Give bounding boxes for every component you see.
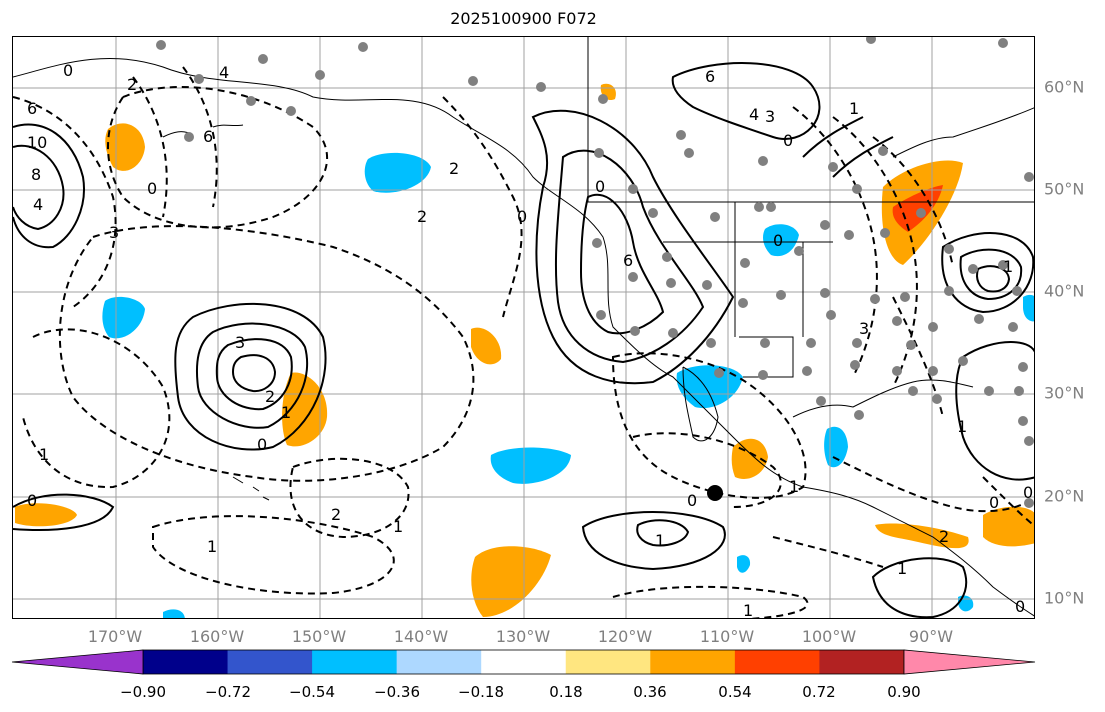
highlight-marker [707,485,723,501]
map-plot [13,37,1034,618]
lon-label: 90°W [908,627,954,646]
lon-label: 150°W [291,627,347,646]
contour-label: 1 [207,537,218,556]
contour-label: 1 [39,445,50,464]
contour-label: 1 [897,559,908,578]
contour-label: 4 [33,195,44,214]
colorbar-cell [650,650,736,674]
colorbar-tick: 0.90 [887,683,921,701]
map-title: 2025100900 F072 [450,9,597,28]
contour-label: 0 [257,435,268,454]
colorbar-tick: −0.54 [289,683,335,701]
contour-label: 1 [281,403,292,422]
colorbar-cell [227,650,313,674]
contour-label: 3 [859,319,870,338]
contour-label: 3 [235,333,246,352]
contour-label: 0 [595,177,606,196]
contour-label: 8 [31,165,42,184]
contour-label: 0 [147,179,158,198]
contour-label: 0 [1015,597,1026,616]
contour-label: 1 [393,517,404,536]
contour-label: 0 [63,61,74,80]
lat-label: 20°N [1044,486,1085,506]
contour-label: 0 [27,491,38,510]
lat-label: 60°N [1044,77,1085,97]
contour-label: 2 [939,527,950,546]
colorbar-extend-low [11,649,144,675]
lon-label: 120°W [597,627,653,646]
contour-label: 3 [109,223,120,242]
colorbar-cell [143,650,229,674]
lat-label: 30°N [1044,383,1085,403]
colorbar-tick: −0.36 [374,683,420,701]
contour-label: 2 [331,505,342,524]
contour-lines [13,62,1034,618]
colorbar [11,649,1036,675]
graticule [13,37,1034,618]
colorbar-cell [481,650,567,674]
contour-label: 2 [127,75,138,94]
lon-label: 110°W [699,627,755,646]
station-markers [156,37,1034,508]
contour-label: 1 [743,601,754,619]
lon-label: 160°W [189,627,245,646]
colorbar-cell [565,650,651,674]
colorbar-extend-high [903,649,1036,675]
contour-label: 6 [705,67,716,86]
contour-label: 0 [989,493,1000,512]
colorbar-tick: −0.90 [120,683,166,701]
contour-label: 2 [449,159,460,178]
colorbar-tick: −0.18 [458,683,504,701]
contour-label: 0 [773,231,784,250]
lat-label: 50°N [1044,179,1085,199]
colorbar-tick: 0.36 [633,683,667,701]
contour-label: 2 [417,207,428,226]
contour-label: 10 [27,133,48,152]
lon-label: 140°W [393,627,449,646]
contour-label: 2 [265,387,276,406]
contour-label: 1 [849,99,860,118]
colorbar-tick: −0.72 [205,683,251,701]
colorbar-cell [312,650,398,674]
contour-label: 0 [1023,483,1034,502]
map-panel: 0 6 10 8 4 3 2 4 6 0 2 2 0 3 2 1 0 1 0 2… [12,36,1035,619]
lon-label: 100°W [801,627,857,646]
lat-label: 40°N [1044,281,1085,301]
contour-label: 1 [957,417,968,436]
lon-label: 170°W [87,627,143,646]
contour-label: 4 [749,105,760,124]
lat-label: 10°N [1044,588,1085,608]
contour-label: 0 [783,131,794,150]
colorbar-tick: 0.18 [549,683,583,701]
lon-label: 130°W [495,627,551,646]
contour-label: 6 [203,127,214,146]
negative-anomaly-shading [102,152,1034,618]
contour-label: 0 [687,491,698,510]
colorbar-tick: 0.72 [802,683,836,701]
contour-label: 6 [623,251,634,270]
contour-label: 4 [219,63,230,82]
contour-label: 6 [27,99,38,118]
colorbar-cell [819,650,905,674]
contour-labels: 0 6 10 8 4 3 2 4 6 0 2 2 0 3 2 1 0 1 0 2… [13,37,1034,619]
colorbar-cell [396,650,482,674]
contour-label: 3 [765,107,776,126]
contour-label: 1 [789,477,800,496]
contour-label: 1 [1003,257,1014,276]
colorbar-tick: 0.54 [718,683,752,701]
contour-label: 1 [655,531,666,550]
colorbar-cell [734,650,820,674]
positive-anomaly-shading [15,83,1034,617]
contour-label: 0 [517,207,528,226]
